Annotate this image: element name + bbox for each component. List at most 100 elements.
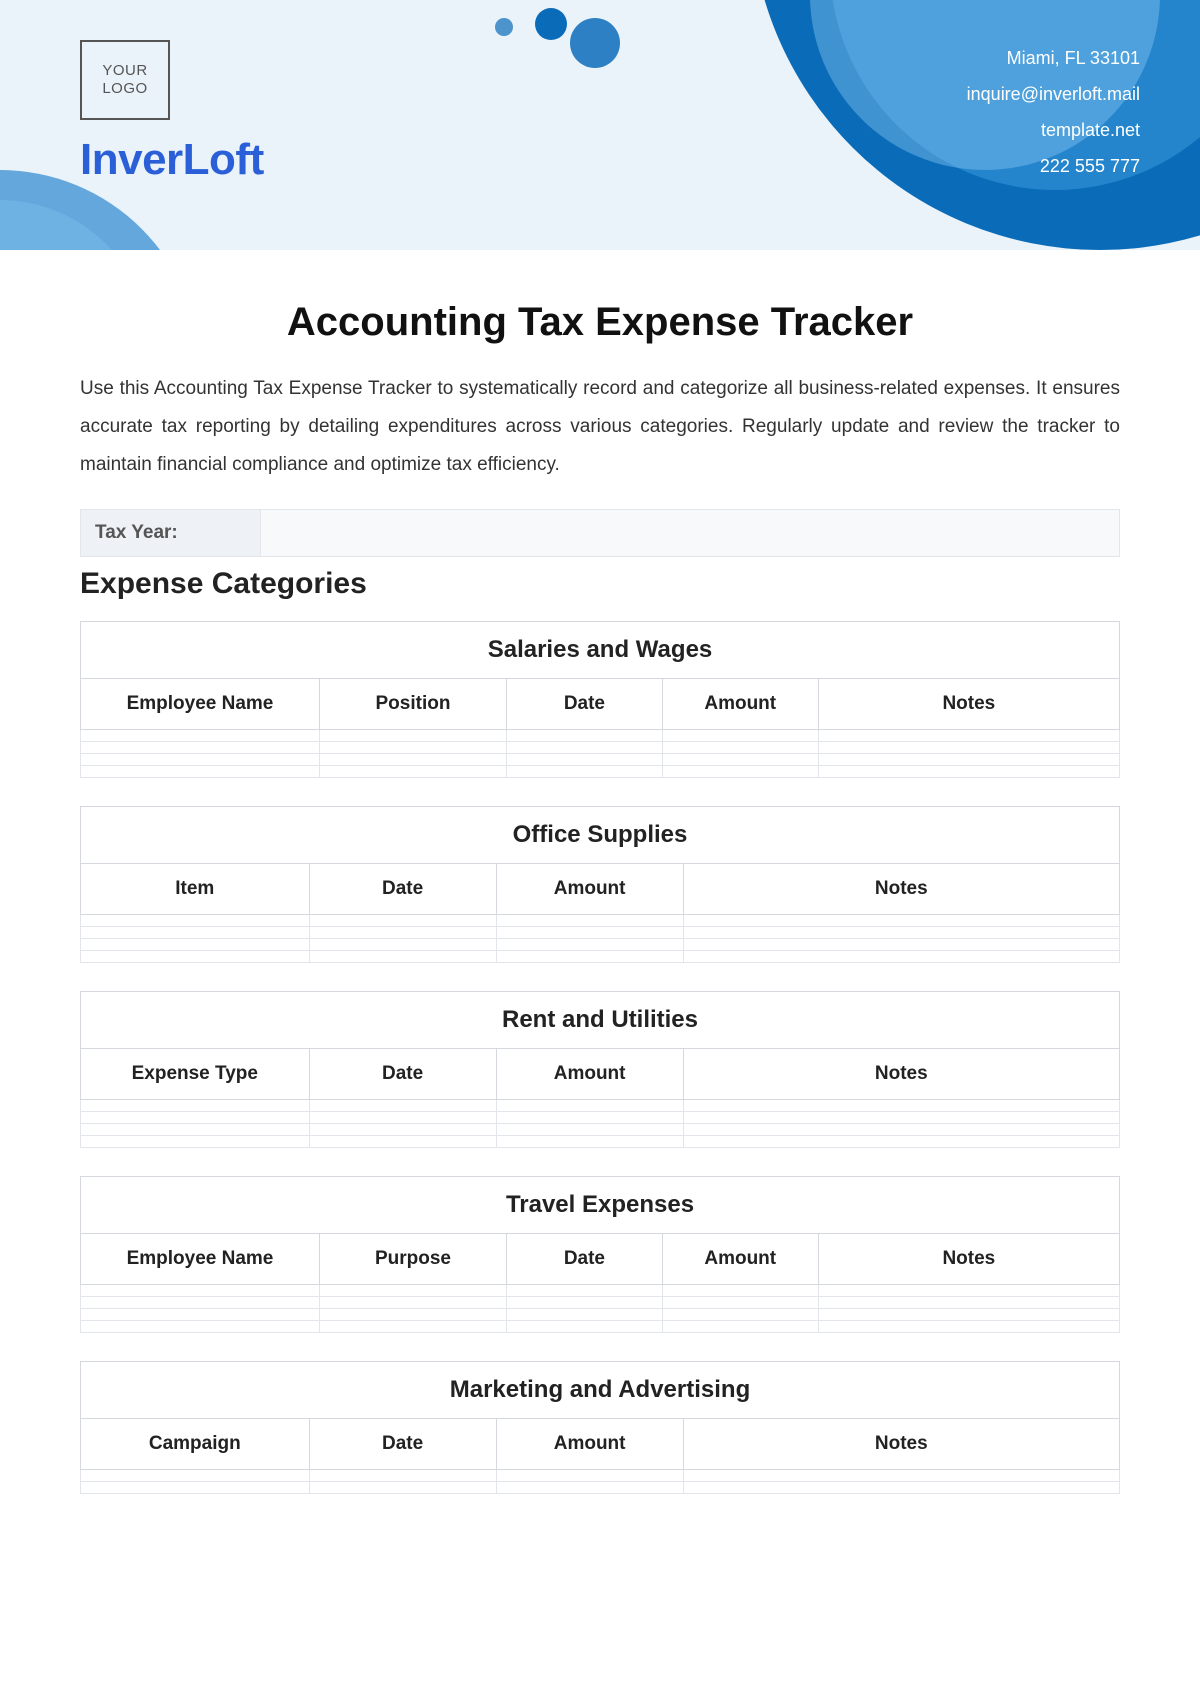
header: YOUR LOGO InverLoft Miami, FL 33101 inqu… [0, 0, 1200, 250]
table-cell[interactable] [309, 1482, 496, 1494]
table-cell[interactable] [309, 1470, 496, 1482]
table-cell[interactable] [81, 1470, 310, 1482]
table-cell[interactable] [309, 939, 496, 951]
table-cell[interactable] [683, 1470, 1119, 1482]
category-title: Salaries and Wages [81, 622, 1120, 679]
contact-block: Miami, FL 33101 inquire@inverloft.mail t… [967, 40, 1140, 184]
table-cell[interactable] [319, 742, 506, 754]
table-cell[interactable] [319, 730, 506, 742]
table-cell[interactable] [662, 1285, 818, 1297]
table-row [81, 927, 1120, 939]
table-cell[interactable] [683, 1100, 1119, 1112]
table-cell[interactable] [496, 1136, 683, 1148]
table-cell[interactable] [818, 766, 1119, 778]
table-cell[interactable] [81, 1297, 320, 1309]
table-cell[interactable] [81, 939, 310, 951]
table-cell[interactable] [683, 927, 1119, 939]
table-cell[interactable] [506, 1321, 662, 1333]
table-cell[interactable] [506, 1297, 662, 1309]
table-cell[interactable] [506, 766, 662, 778]
column-header: Notes [818, 1234, 1119, 1285]
table-cell[interactable] [496, 1124, 683, 1136]
table-cell[interactable] [309, 1100, 496, 1112]
logo-placeholder: YOUR LOGO [80, 40, 170, 120]
table-row [81, 766, 1120, 778]
table-cell[interactable] [683, 951, 1119, 963]
table-cell[interactable] [81, 766, 320, 778]
table-cell[interactable] [496, 951, 683, 963]
table-cell[interactable] [81, 742, 320, 754]
table-cell[interactable] [662, 730, 818, 742]
table-cell[interactable] [683, 1112, 1119, 1124]
category-title: Travel Expenses [81, 1177, 1120, 1234]
table-cell[interactable] [506, 742, 662, 754]
table-cell[interactable] [319, 754, 506, 766]
column-header: Date [506, 1234, 662, 1285]
table-cell[interactable] [81, 1136, 310, 1148]
table-cell[interactable] [309, 1112, 496, 1124]
column-header: Employee Name [81, 1234, 320, 1285]
table-cell[interactable] [506, 1285, 662, 1297]
table-cell[interactable] [309, 1124, 496, 1136]
table-cell[interactable] [818, 1297, 1119, 1309]
table-cell[interactable] [506, 754, 662, 766]
table-cell[interactable] [319, 1297, 506, 1309]
table-cell[interactable] [81, 1285, 320, 1297]
category-title: Rent and Utilities [81, 992, 1120, 1049]
table-cell[interactable] [81, 1321, 320, 1333]
table-cell[interactable] [506, 730, 662, 742]
table-cell[interactable] [81, 1309, 320, 1321]
table-cell[interactable] [496, 915, 683, 927]
table-cell[interactable] [818, 730, 1119, 742]
table-cell[interactable] [818, 754, 1119, 766]
table-cell[interactable] [683, 939, 1119, 951]
table-cell[interactable] [818, 742, 1119, 754]
table-cell[interactable] [81, 1124, 310, 1136]
table-cell[interactable] [81, 951, 310, 963]
table-cell[interactable] [683, 915, 1119, 927]
table-cell[interactable] [683, 1482, 1119, 1494]
page-title: Accounting Tax Expense Tracker [80, 300, 1120, 345]
table-cell[interactable] [496, 1482, 683, 1494]
category-table: Salaries and WagesEmployee NamePositionD… [80, 621, 1120, 778]
table-cell[interactable] [683, 1136, 1119, 1148]
table-cell[interactable] [319, 766, 506, 778]
table-cell[interactable] [506, 1309, 662, 1321]
table-cell[interactable] [81, 927, 310, 939]
table-cell[interactable] [662, 1309, 818, 1321]
table-row [81, 730, 1120, 742]
table-cell[interactable] [81, 1100, 310, 1112]
table-cell[interactable] [309, 927, 496, 939]
table-cell[interactable] [818, 1321, 1119, 1333]
table-cell[interactable] [319, 1285, 506, 1297]
table-cell[interactable] [662, 1321, 818, 1333]
table-cell[interactable] [319, 1309, 506, 1321]
table-cell[interactable] [662, 754, 818, 766]
table-cell[interactable] [81, 754, 320, 766]
table-cell[interactable] [662, 766, 818, 778]
table-cell[interactable] [81, 730, 320, 742]
column-header: Employee Name [81, 679, 320, 730]
table-cell[interactable] [496, 1470, 683, 1482]
table-cell[interactable] [496, 939, 683, 951]
table-cell[interactable] [496, 1100, 683, 1112]
tax-year-input[interactable] [260, 509, 1120, 557]
table-cell[interactable] [309, 915, 496, 927]
table-cell[interactable] [81, 1482, 310, 1494]
table-cell[interactable] [309, 951, 496, 963]
category-title: Marketing and Advertising [81, 1362, 1120, 1419]
table-cell[interactable] [496, 927, 683, 939]
table-cell[interactable] [818, 1309, 1119, 1321]
table-cell[interactable] [496, 1112, 683, 1124]
table-cell[interactable] [662, 1297, 818, 1309]
table-cell[interactable] [662, 742, 818, 754]
table-cell[interactable] [309, 1136, 496, 1148]
table-cell[interactable] [319, 1321, 506, 1333]
contact-address: Miami, FL 33101 [967, 40, 1140, 76]
table-cell[interactable] [818, 1285, 1119, 1297]
table-cell[interactable] [81, 915, 310, 927]
table-cell[interactable] [81, 1112, 310, 1124]
column-header: Expense Type [81, 1049, 310, 1100]
table-cell[interactable] [683, 1124, 1119, 1136]
column-header: Amount [496, 864, 683, 915]
